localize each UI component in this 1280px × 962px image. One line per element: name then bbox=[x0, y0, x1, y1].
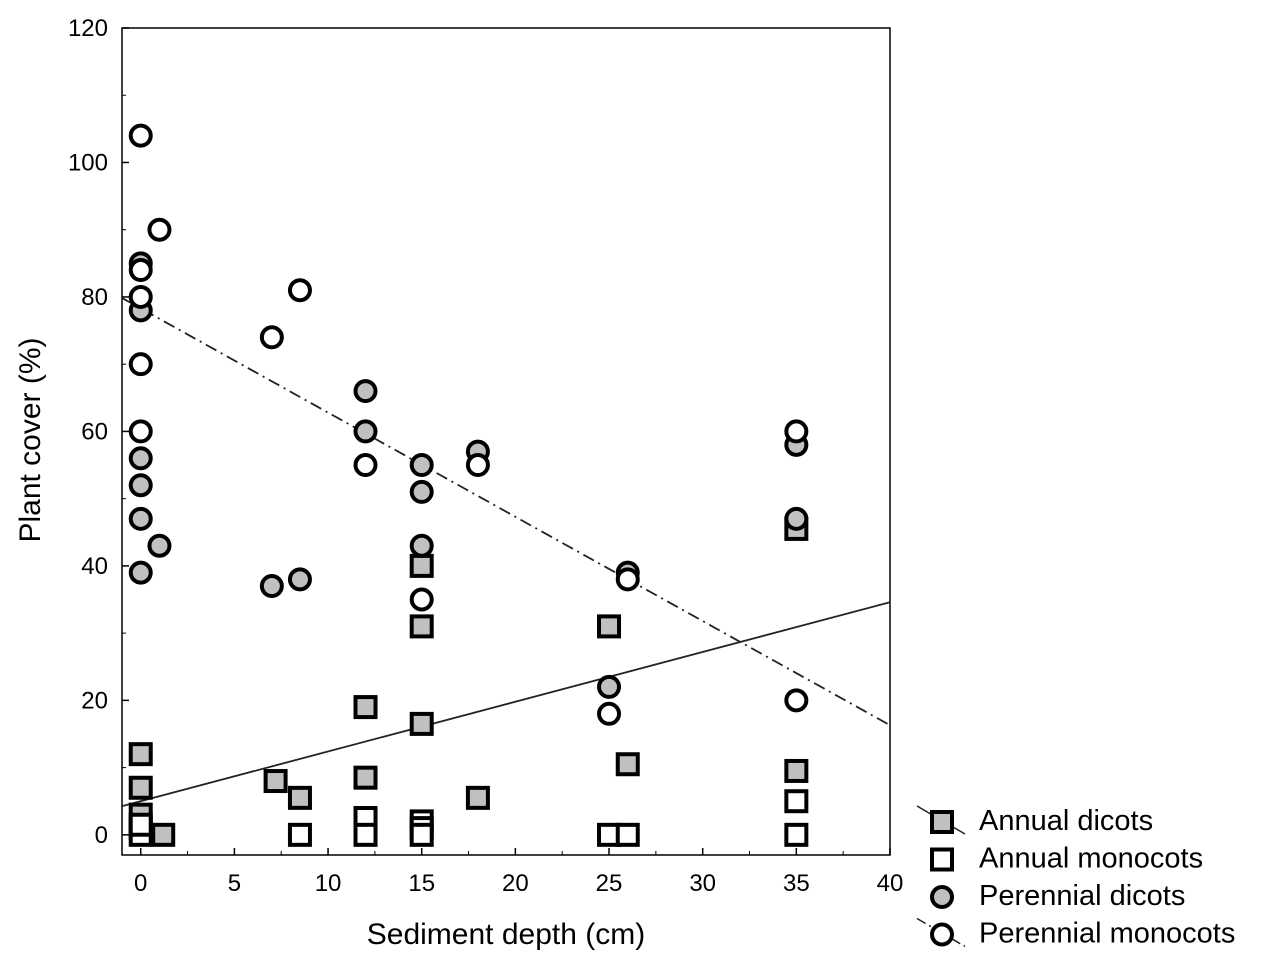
annual-dicots-point bbox=[128, 775, 153, 800]
x-tick-label: 25 bbox=[596, 870, 623, 897]
perennial-monocots-point bbox=[597, 701, 622, 726]
y-tick-label: 120 bbox=[68, 15, 108, 42]
perennial-monocots-point bbox=[465, 453, 490, 478]
x-tick-label: 35 bbox=[783, 870, 810, 897]
annual-dicots-point bbox=[597, 614, 622, 639]
regression-line bbox=[121, 601, 891, 808]
annual-dicots-point bbox=[287, 785, 312, 810]
annual-dicots-point bbox=[353, 765, 378, 790]
perennial-dicots-point bbox=[128, 473, 153, 498]
y-tick-label: 40 bbox=[81, 553, 108, 580]
perennial-monocots-point bbox=[147, 217, 172, 242]
perennial-dicots-point bbox=[128, 446, 153, 471]
legend-label: Annual dicots bbox=[979, 805, 1153, 837]
x-tick-label: 15 bbox=[408, 870, 435, 897]
annual-dicots-point bbox=[784, 758, 809, 783]
legend-marker bbox=[930, 847, 954, 872]
perennial-dicots-point bbox=[259, 574, 284, 599]
perennial-monocots-point bbox=[409, 587, 434, 612]
annual-dicots-point bbox=[151, 822, 176, 847]
legend-label: Perennial dicots bbox=[979, 880, 1185, 912]
perennial-monocots-point bbox=[128, 419, 153, 444]
annual-monocots-point bbox=[128, 812, 153, 837]
perennial-monocots-point bbox=[128, 123, 153, 148]
x-tick-label: 30 bbox=[689, 870, 716, 897]
legend-marker bbox=[930, 885, 954, 909]
annual-monocots-point bbox=[287, 822, 312, 847]
annual-monocots-point bbox=[615, 822, 640, 847]
perennial-monocots-point bbox=[784, 688, 809, 713]
x-tick-label: 10 bbox=[315, 870, 342, 897]
y-tick-label: 20 bbox=[81, 687, 108, 714]
annual-dicots-point bbox=[409, 553, 434, 578]
x-tick-label: 20 bbox=[502, 870, 529, 897]
perennial-dicots-point bbox=[128, 560, 153, 585]
perennial-monocots-point bbox=[259, 325, 284, 350]
y-tick-label: 60 bbox=[81, 418, 108, 445]
annual-dicots-point bbox=[615, 752, 640, 777]
annual-dicots-point bbox=[409, 614, 434, 639]
annual-monocots-point bbox=[784, 789, 809, 814]
regression-line bbox=[121, 297, 891, 727]
annual-dicots-point bbox=[465, 785, 490, 810]
perennial-monocots-point bbox=[615, 567, 640, 592]
perennial-dicots-point bbox=[147, 533, 172, 558]
annual-monocots-point bbox=[353, 822, 378, 847]
perennial-dicots-point bbox=[353, 379, 378, 404]
legend-marker bbox=[930, 922, 954, 947]
annual-dicots-point bbox=[409, 711, 434, 736]
perennial-dicots-point bbox=[597, 674, 622, 699]
perennial-dicots-point bbox=[409, 453, 434, 478]
perennial-dicots-point bbox=[409, 479, 434, 504]
annual-dicots-point bbox=[353, 695, 378, 720]
legend: Annual dicots Annual monocots Perennial di… bbox=[916, 805, 1235, 950]
legend-label: Perennial monocots bbox=[979, 918, 1235, 950]
annual-dicots-point bbox=[128, 742, 153, 767]
annual-monocots-point bbox=[784, 822, 809, 847]
y-tick-label: 0 bbox=[95, 822, 108, 849]
x-tick-label: 0 bbox=[134, 870, 147, 897]
y-axis-label: Plant cover (%) bbox=[14, 337, 47, 542]
perennial-dicots-point bbox=[409, 533, 434, 558]
perennial-monocots-point bbox=[353, 453, 378, 478]
x-axis-label: Sediment depth (cm) bbox=[367, 918, 645, 951]
legend-marker bbox=[930, 810, 954, 834]
x-tick-label: 5 bbox=[228, 870, 241, 897]
perennial-monocots-point bbox=[784, 419, 809, 444]
perennial-monocots-point bbox=[128, 258, 153, 283]
x-tick-label: 40 bbox=[877, 870, 904, 897]
perennial-dicots-point bbox=[128, 506, 153, 531]
annual-dicots-point bbox=[263, 769, 288, 794]
plot-frame bbox=[121, 27, 891, 856]
legend-label: Annual monocots bbox=[979, 843, 1203, 875]
annual-monocots-point bbox=[409, 822, 434, 847]
perennial-monocots-point bbox=[287, 278, 312, 303]
perennial-dicots-point bbox=[287, 567, 312, 592]
y-tick-label: 100 bbox=[68, 149, 108, 176]
y-tick-label: 80 bbox=[81, 284, 108, 311]
perennial-dicots-point bbox=[353, 419, 378, 444]
perennial-dicots-point bbox=[784, 506, 809, 531]
perennial-monocots-point bbox=[128, 352, 153, 377]
perennial-monocots-point bbox=[128, 284, 153, 309]
